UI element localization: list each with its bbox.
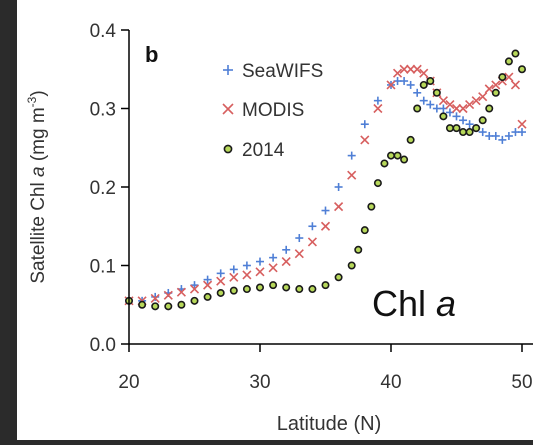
data-point-2014 xyxy=(355,247,361,253)
data-point-2014 xyxy=(139,302,145,308)
data-point-2014 xyxy=(362,227,368,233)
y-axis-label-unit: (mg m xyxy=(28,107,49,166)
data-point-2014 xyxy=(349,262,355,268)
data-point-2014 xyxy=(453,125,459,131)
data-point-2014 xyxy=(335,274,341,280)
data-point-2014 xyxy=(466,129,472,135)
x-axis-label: Latitude (N) xyxy=(277,413,382,435)
data-point-2014 xyxy=(512,50,518,56)
data-point-2014 xyxy=(322,282,328,288)
data-point-2014 xyxy=(388,152,394,158)
data-point-2014 xyxy=(480,117,486,123)
data-point-2014 xyxy=(493,90,499,96)
data-point-2014 xyxy=(296,286,302,292)
data-point-2014 xyxy=(414,105,420,111)
data-point-2014 xyxy=(309,286,315,292)
y-tick-label: 0.2 xyxy=(90,178,116,199)
data-point-2014 xyxy=(257,284,263,290)
y-axis-label-prefix: Satellite Chl xyxy=(28,177,49,284)
data-point-2014 xyxy=(152,303,158,309)
data-point-2014 xyxy=(519,66,525,72)
chl-a-annotation: Chl a xyxy=(372,283,456,324)
data-point-2014 xyxy=(427,78,433,84)
y-tick-label: 0.4 xyxy=(90,21,117,42)
data-point-2014 xyxy=(401,156,407,162)
data-point-2014 xyxy=(231,287,237,293)
x-tick-label: 50 xyxy=(511,372,532,393)
data-point-2014 xyxy=(178,302,184,308)
data-point-2014 xyxy=(218,290,224,296)
y-axis-label: Satellite Chl a (mg m-3) xyxy=(25,90,49,283)
y-tick-label: 0.0 xyxy=(90,335,116,356)
data-point-2014 xyxy=(191,298,197,304)
data-point-2014 xyxy=(204,294,210,300)
data-point-2014 xyxy=(283,284,289,290)
data-point-2014 xyxy=(165,303,171,309)
data-point-2014 xyxy=(421,82,427,88)
x-tick-label: 30 xyxy=(249,372,270,393)
x-tick-label: 20 xyxy=(118,372,139,393)
legend-label-2014: 2014 xyxy=(242,140,285,161)
panel-letter: b xyxy=(145,42,158,67)
y-axis-label-unit-close: ) xyxy=(28,90,49,96)
legend-label-modis: MODIS xyxy=(242,100,304,121)
data-point-2014 xyxy=(460,129,466,135)
y-axis-label-superscript: -3 xyxy=(25,96,39,107)
data-point-2014 xyxy=(407,137,413,143)
y-tick-label: 0.1 xyxy=(90,257,116,278)
data-point-2014 xyxy=(506,58,512,64)
x-tick-label: 40 xyxy=(380,372,401,393)
y-tick-label: 0.3 xyxy=(90,100,116,121)
data-point-2014 xyxy=(440,113,446,119)
data-point-2014 xyxy=(368,203,374,209)
data-point-2014 xyxy=(434,90,440,96)
data-point-2014 xyxy=(381,160,387,166)
legend-label-seawifs: SeaWIFS xyxy=(242,61,323,82)
data-point-2014 xyxy=(375,180,381,186)
data-point-2014 xyxy=(499,74,505,80)
data-point-2014 xyxy=(486,105,492,111)
data-point-2014 xyxy=(447,125,453,131)
chl-a-annotation-prefix: Chl xyxy=(372,283,436,324)
data-point-2014 xyxy=(244,286,250,292)
y-axis-label-italic: a xyxy=(28,166,49,177)
legend-symbol-2014 xyxy=(224,145,231,152)
chl-a-annotation-italic: a xyxy=(436,283,456,324)
data-point-2014 xyxy=(270,282,276,288)
data-point-2014 xyxy=(473,125,479,131)
data-point-2014 xyxy=(394,152,400,158)
legend-marker-2014 xyxy=(224,145,231,152)
